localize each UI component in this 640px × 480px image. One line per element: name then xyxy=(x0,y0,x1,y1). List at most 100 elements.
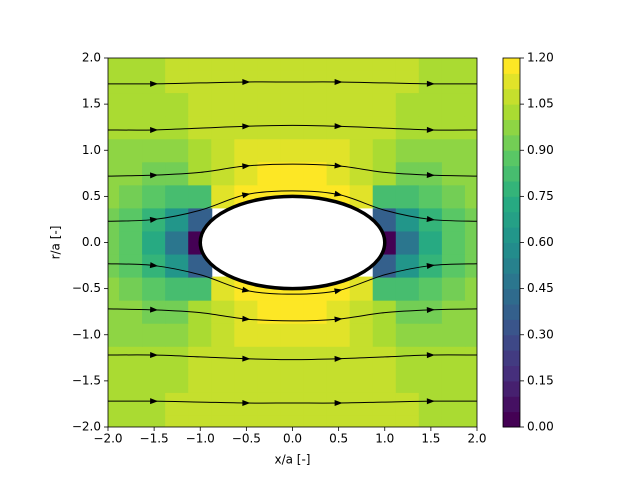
field-cell xyxy=(418,58,443,71)
field-cell xyxy=(464,299,477,324)
field-cell xyxy=(441,299,466,324)
field-cell xyxy=(464,391,477,416)
field-cell xyxy=(280,299,305,324)
field-cell xyxy=(280,69,305,94)
colorbar: 0.00 0.15 0.30 0.45 0.60 0.75 0.90 1.05 1.20 xyxy=(502,51,554,434)
field-cell xyxy=(211,299,236,324)
field-cell xyxy=(441,414,466,427)
field-cell xyxy=(280,58,305,71)
colorbar-tick-label: 1.20 xyxy=(527,51,554,65)
field-cell xyxy=(234,138,259,163)
y-tick-label: −0.5 xyxy=(72,281,101,295)
colorbar-band xyxy=(503,119,520,136)
stream-arrow xyxy=(426,398,435,405)
field-cell xyxy=(257,414,282,427)
field-cell xyxy=(142,322,167,347)
stream-arrow xyxy=(149,262,159,269)
field-cell xyxy=(165,322,190,347)
field-cell xyxy=(395,322,420,347)
stream-arrow xyxy=(426,126,435,133)
field-cell xyxy=(257,322,282,347)
field-cell xyxy=(211,276,236,301)
field-cell xyxy=(257,138,282,163)
field-cell xyxy=(165,69,190,94)
field xyxy=(108,58,477,427)
x-tick-label: −2.0 xyxy=(93,432,122,446)
stream-arrow xyxy=(334,123,343,130)
field-cell xyxy=(280,161,305,186)
field-cell xyxy=(188,138,213,163)
field-cell xyxy=(108,92,121,117)
field-cell xyxy=(280,414,305,427)
field-cell xyxy=(303,92,328,117)
stream-arrow xyxy=(334,316,343,323)
field-cell xyxy=(119,230,144,255)
field-cell xyxy=(188,322,213,347)
stream-arrow xyxy=(334,78,343,85)
field-cell xyxy=(257,391,282,416)
field-cell xyxy=(108,414,121,427)
field-cell xyxy=(119,299,144,324)
field-cell xyxy=(464,115,477,140)
streamline xyxy=(108,163,477,177)
field-cell xyxy=(280,138,305,163)
streamline xyxy=(108,308,477,322)
field-cell xyxy=(395,345,420,370)
field-cell xyxy=(234,58,259,71)
field-cell xyxy=(119,161,144,186)
field-cell xyxy=(303,414,328,427)
field-cell xyxy=(119,115,144,140)
y-tick-label: −1.5 xyxy=(72,373,101,387)
field-cell xyxy=(108,115,121,140)
field-cell xyxy=(188,414,213,427)
field-cell xyxy=(108,391,121,416)
colorbar-tick-label: 0.90 xyxy=(527,143,554,157)
field-cell xyxy=(464,322,477,347)
field-cell xyxy=(280,345,305,370)
field-cell xyxy=(165,184,190,209)
x-tick-label: −1.0 xyxy=(186,432,215,446)
colorbar-tick-label: 0.30 xyxy=(527,327,554,341)
field-cell xyxy=(464,414,477,427)
y-tick-label: 2.0 xyxy=(82,51,101,65)
field-cell xyxy=(108,253,121,278)
field-cell xyxy=(395,115,420,140)
field-cell xyxy=(349,299,374,324)
field-cell xyxy=(418,345,443,370)
field-cell xyxy=(257,69,282,94)
stream-arrow xyxy=(150,127,159,134)
field-cell xyxy=(349,69,374,94)
field-cell xyxy=(108,184,121,209)
field-cell xyxy=(349,276,374,301)
field-cell xyxy=(211,391,236,416)
stream-arrow xyxy=(334,288,343,295)
field-cell xyxy=(211,58,236,71)
field-cell xyxy=(165,230,190,255)
field-cell xyxy=(418,161,443,186)
field-cell xyxy=(142,230,167,255)
field-cell xyxy=(119,207,144,232)
field-cell xyxy=(108,322,121,347)
field-cell xyxy=(464,345,477,370)
field-cell xyxy=(464,161,477,186)
field-cell xyxy=(119,414,144,427)
x-axis-label: x/a [-] xyxy=(274,453,310,467)
field-cell xyxy=(257,368,282,393)
x-tick-label: 0.0 xyxy=(283,432,302,446)
field-cell xyxy=(142,299,167,324)
field-cell xyxy=(188,368,213,393)
field-cell xyxy=(303,391,328,416)
streamline xyxy=(108,354,477,361)
field-cell xyxy=(165,58,190,71)
colorbar-band xyxy=(503,88,520,105)
field-cell xyxy=(211,414,236,427)
field-cell xyxy=(188,69,213,94)
field-cell xyxy=(142,58,167,71)
field-cell xyxy=(280,92,305,117)
field-cell xyxy=(326,58,351,71)
y-tick-label: −1.0 xyxy=(72,327,101,341)
field-cell xyxy=(303,69,328,94)
streamlines xyxy=(108,78,477,407)
colorbar-band xyxy=(503,273,520,290)
